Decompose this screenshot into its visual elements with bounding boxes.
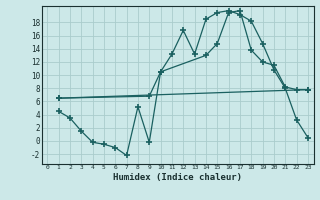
X-axis label: Humidex (Indice chaleur): Humidex (Indice chaleur) bbox=[113, 173, 242, 182]
